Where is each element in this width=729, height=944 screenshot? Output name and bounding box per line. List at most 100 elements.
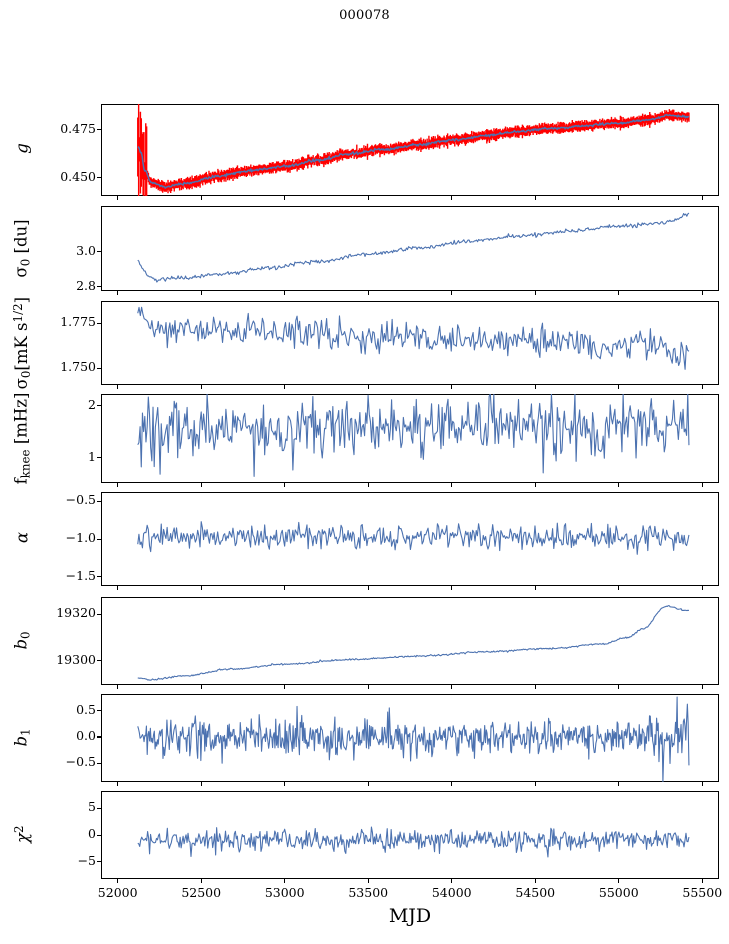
x-tickmark-b0-3	[367, 685, 369, 689]
x-tickmark-alpha-3	[367, 586, 369, 590]
y-tickmark-alpha-2	[97, 576, 101, 578]
panel-sigma0-mk	[101, 301, 719, 385]
y-tick-label-sigma0-du-1: 3.0	[76, 242, 96, 258]
x-tickmark-sigma0-du-0	[117, 291, 119, 295]
plot-area-b0	[101, 597, 719, 685]
x-tickmark-b0-7	[701, 685, 703, 689]
y-tickmark-b1-2	[97, 762, 101, 764]
data-line-chi2	[138, 827, 689, 857]
x-tickmark-b1-5	[534, 782, 536, 786]
x-tick-label-0: 52000	[97, 885, 138, 900]
y-tickmark-g-0	[97, 177, 101, 179]
x-tickmark-fknee-5	[534, 483, 536, 487]
panel-sigma0-du	[101, 206, 719, 291]
x-tickmark-chi2-6	[618, 879, 620, 883]
x-tickmark-fknee-3	[367, 483, 369, 487]
plot-area-chi2	[101, 791, 719, 879]
x-tickmark-chi2-7	[701, 879, 703, 883]
x-tickmark-chi2-2	[284, 879, 286, 883]
y-tickmark-fknee-1	[97, 405, 101, 407]
x-tickmark-b0-1	[200, 685, 202, 689]
figure-title: 000078	[339, 8, 390, 23]
x-tickmark-b1-7	[701, 782, 703, 786]
y-tick-label-alpha-0: −0.5	[65, 492, 96, 508]
y-tickmark-fknee-0	[97, 457, 101, 459]
y-tick-label-b1-2: −0.5	[65, 754, 96, 770]
y-tick-label-chi2-0: 5	[88, 799, 96, 815]
x-tickmark-b0-6	[618, 685, 620, 689]
x-tickmark-sigma0-du-5	[534, 291, 536, 295]
x-tickmark-chi2-3	[367, 879, 369, 883]
y-tickmark-b0-1	[97, 613, 101, 615]
y-tick-label-b0-1: 19320	[56, 605, 96, 621]
x-tickmark-g-3	[367, 196, 369, 200]
x-tickmark-sigma0-mk-2	[284, 385, 286, 389]
y-tick-label-b0-0: 19300	[56, 651, 96, 667]
y-tick-label-b1-1: 0.0	[76, 727, 96, 743]
y-tickmark-b1-1	[97, 736, 101, 738]
y-tickmark-g-1	[97, 129, 101, 131]
data-line-b0	[138, 606, 689, 681]
y-tick-label-fknee-0: 1	[88, 448, 96, 464]
x-tickmark-b0-5	[534, 685, 536, 689]
y-tickmark-b0-0	[97, 660, 101, 662]
x-tick-label-4: 54000	[431, 885, 472, 900]
x-tickmark-alpha-1	[200, 586, 202, 590]
panel-g	[101, 104, 719, 196]
plot-area-sigma0-du	[101, 206, 719, 291]
x-tickmark-b1-1	[200, 782, 202, 786]
x-tickmark-sigma0-mk-5	[534, 385, 536, 389]
plot-area-sigma0-mk	[101, 301, 719, 385]
x-tickmark-b1-4	[451, 782, 453, 786]
x-tickmark-sigma0-mk-1	[200, 385, 202, 389]
x-tickmark-fknee-7	[701, 483, 703, 487]
panel-fknee	[101, 394, 719, 483]
y-tick-label-alpha-2: −1.5	[65, 567, 96, 583]
x-tickmark-sigma0-mk-4	[451, 385, 453, 389]
y-tickmark-sigma0-du-1	[97, 251, 101, 253]
x-tickmark-sigma0-du-6	[618, 291, 620, 295]
y-tick-label-chi2-2: −5	[77, 852, 96, 868]
x-tick-label-3: 53500	[348, 885, 389, 900]
x-tick-label-6: 55000	[598, 885, 639, 900]
plot-area-alpha	[101, 492, 719, 586]
x-tickmark-chi2-5	[534, 879, 536, 883]
x-tickmark-chi2-1	[200, 879, 202, 883]
y-tickmark-alpha-0	[97, 500, 101, 502]
x-tickmark-b0-4	[451, 685, 453, 689]
x-tickmark-fknee-1	[200, 483, 202, 487]
x-axis-label: MJD	[388, 905, 432, 927]
data-line-b1	[138, 697, 689, 782]
y-tickmark-alpha-1	[97, 538, 101, 540]
data-line-sigma0-du	[138, 213, 689, 282]
x-tickmark-chi2-4	[451, 879, 453, 883]
x-tickmark-alpha-2	[284, 586, 286, 590]
x-tickmark-sigma0-mk-7	[701, 385, 703, 389]
x-tickmark-g-1	[200, 196, 202, 200]
panel-alpha	[101, 492, 719, 586]
x-tick-label-1: 52500	[181, 885, 222, 900]
plot-area-fknee	[101, 394, 719, 483]
panel-b1	[101, 694, 719, 782]
y-tickmark-chi2-1	[97, 834, 101, 836]
plot-area-g	[137, 104, 690, 196]
x-tickmark-sigma0-mk-6	[618, 385, 620, 389]
data-line-g	[138, 115, 689, 189]
x-tickmark-sigma0-du-7	[701, 291, 703, 295]
x-tickmark-b1-3	[367, 782, 369, 786]
x-tickmark-sigma0-mk-0	[117, 385, 119, 389]
y-axis-label-chi2: χ2	[11, 825, 33, 843]
x-tick-label-7: 55500	[682, 885, 723, 900]
x-tickmark-b0-2	[284, 685, 286, 689]
panel-chi2	[101, 791, 719, 879]
x-tickmark-sigma0-du-3	[367, 291, 369, 295]
data-line-fknee	[138, 394, 689, 476]
y-tick-label-g-1: 0.475	[60, 120, 96, 136]
y-tick-label-chi2-1: 0	[88, 826, 96, 841]
x-tickmark-alpha-5	[534, 586, 536, 590]
y-tickmark-b1-0	[97, 710, 101, 712]
y-tickmark-sigma0-du-0	[97, 286, 101, 288]
y-tick-label-sigma0-du-0: 2.8	[76, 277, 96, 293]
y-tickmark-sigma0-mk-0	[97, 367, 101, 369]
